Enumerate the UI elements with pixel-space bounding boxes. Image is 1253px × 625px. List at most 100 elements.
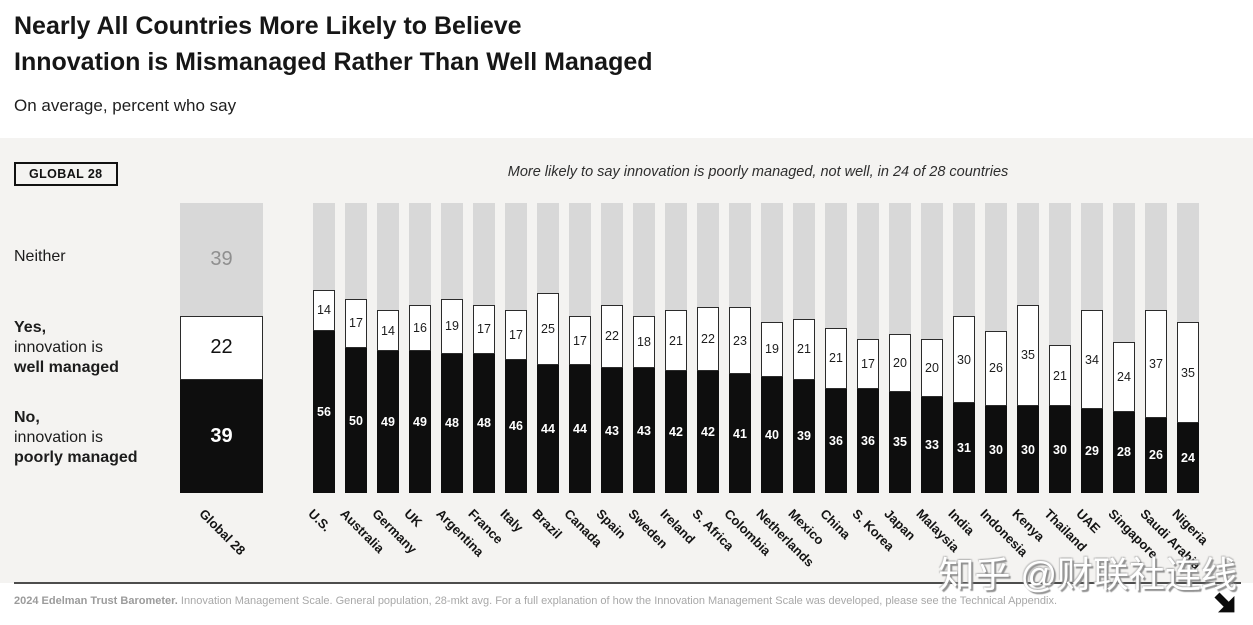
bar-segment-poorly-managed: 36 <box>857 388 879 493</box>
bar-value-label: 30 <box>1021 442 1035 457</box>
legend-yes-line3: well managed <box>14 359 119 376</box>
bar-segment-neither <box>1145 203 1167 311</box>
bar-segment-well-managed: 20 <box>889 333 911 392</box>
bar-segment-poorly-managed: 29 <box>1081 408 1103 493</box>
bar-segment-neither <box>633 203 655 317</box>
bar-value-label: 34 <box>1085 352 1099 367</box>
bar-segment-neither <box>1113 203 1135 343</box>
bar-value-label: 41 <box>733 426 747 441</box>
legend-no-line2: innovation is <box>14 429 103 446</box>
bar-segment-neither <box>441 203 463 299</box>
bar-segment-well-managed: 14 <box>313 290 335 331</box>
bar-segment-neither <box>377 203 399 311</box>
page-title: Nearly All Countries More Likely to Beli… <box>14 8 653 80</box>
bar-value-label: 37 <box>1149 356 1163 371</box>
bar-value-label: 31 <box>957 441 971 456</box>
bar-segment-neither <box>537 203 559 293</box>
axis-label-u-s-: U.S. <box>305 506 334 535</box>
legend-yes-line2: innovation is <box>14 339 103 356</box>
bar-segment-neither <box>569 203 591 317</box>
bar-segment-neither <box>1049 203 1071 346</box>
bar-value-label: 39 <box>210 424 233 447</box>
bar-segment-poorly-managed: 31 <box>953 403 975 493</box>
bar-segment-poorly-managed: 42 <box>697 371 719 493</box>
bar-segment-neither <box>825 203 847 328</box>
bar-segment-well-managed: 30 <box>953 316 975 404</box>
bar-segment-well-managed: 24 <box>1113 342 1135 412</box>
bar-segment-poorly-managed: 43 <box>633 368 655 493</box>
bar-value-label: 24 <box>1181 451 1195 466</box>
bar-segment-poorly-managed: 30 <box>1017 406 1039 493</box>
bar-value-label: 22 <box>605 329 619 344</box>
bar-segment-well-managed: 35 <box>1177 321 1199 424</box>
bar-value-label: 21 <box>1053 368 1067 383</box>
bar-segment-poorly-managed: 49 <box>409 350 431 493</box>
legend-no-line1: No, <box>14 409 40 426</box>
bar-segment-well-managed: 17 <box>505 310 527 360</box>
subtitle: On average, percent who say <box>14 96 237 115</box>
bar-segment-poorly-managed: 50 <box>345 348 367 493</box>
bar-value-label: 40 <box>765 428 779 442</box>
legend-poorly-managed-label: No, innovation is poorly managed <box>14 408 138 468</box>
bar-value-label: 48 <box>477 416 491 431</box>
legend-no-line3: poorly managed <box>14 449 138 466</box>
next-arrow-icon[interactable] <box>1208 586 1242 620</box>
bar-segment-poorly-managed: 42 <box>665 371 687 493</box>
bar-segment-well-managed: 17 <box>345 298 367 348</box>
bar-value-label: 42 <box>669 425 683 440</box>
bar-value-label: 49 <box>413 414 427 429</box>
bar-value-label: 20 <box>893 355 907 370</box>
bar-value-label: 18 <box>637 335 651 350</box>
legend-neither-label: Neither <box>14 248 66 265</box>
bar-value-label: 35 <box>1181 365 1195 380</box>
page-title-line2: Innovation is Mismanaged Rather Than Wel… <box>14 48 653 76</box>
bar-value-label: 33 <box>925 438 939 453</box>
bar-segment-poorly-managed: 44 <box>537 365 559 493</box>
bar-value-label: 20 <box>925 361 939 376</box>
bar-segment-neither <box>889 203 911 334</box>
bar-value-label: 39 <box>797 429 811 444</box>
watermark: 知乎 @财联社连线 <box>938 554 1237 595</box>
bar-value-label: 30 <box>957 352 971 367</box>
bar-value-label: 14 <box>381 323 395 338</box>
bar-value-label: 24 <box>1117 369 1131 384</box>
bar-value-label: 25 <box>541 322 555 337</box>
bar-value-label: 17 <box>573 333 587 348</box>
bar-value-label: 17 <box>477 322 491 337</box>
bar-value-label: 44 <box>573 422 587 437</box>
bar-segment-poorly-managed: 30 <box>985 406 1007 493</box>
bar-segment-poorly-managed: 49 <box>377 350 399 493</box>
bar-segment-poorly-managed: 48 <box>473 353 495 493</box>
bar-segment-neither <box>409 203 431 305</box>
axis-label-italy: Italy <box>497 506 527 536</box>
bar-segment-well-managed: 21 <box>665 310 687 372</box>
bar-segment-neither <box>505 203 527 311</box>
bar-value-label: 19 <box>445 319 459 334</box>
bar-segment-well-managed: 17 <box>857 339 879 389</box>
bar-value-label: 35 <box>1021 348 1035 363</box>
bar-value-label: 26 <box>989 361 1003 376</box>
bar-segment-neither <box>953 203 975 317</box>
footer-source: 2024 Edelman Trust Barometer. Innovation… <box>14 595 1114 607</box>
axis-label-global-28: Global 28 <box>196 506 249 558</box>
bar-value-label: 29 <box>1085 443 1099 458</box>
bar-segment-poorly-managed: 35 <box>889 391 911 493</box>
bar-value-label: 22 <box>210 336 233 359</box>
bar-segment-well-managed: 23 <box>729 307 751 375</box>
footer-source-bold: 2024 Edelman Trust Barometer. <box>14 595 178 607</box>
bar-value-label: 22 <box>701 332 715 347</box>
bar-value-label: 30 <box>1053 442 1067 457</box>
bar-segment-well-managed: 34 <box>1081 310 1103 409</box>
bar-segment-well-managed: 19 <box>441 298 463 354</box>
bar-segment-well-managed: 17 <box>569 316 591 366</box>
bar-segment-neither <box>1017 203 1039 305</box>
bar-segment-well-managed: 22 <box>697 307 719 372</box>
bar-value-label: 39 <box>210 248 233 271</box>
bar-segment-well-managed: 19 <box>761 321 783 377</box>
footer-source-rest: Innovation Management Scale. General pop… <box>177 595 1057 607</box>
bar-segment-neither <box>921 203 943 340</box>
bar-value-label: 36 <box>829 433 843 448</box>
bar-value-label: 19 <box>765 342 779 357</box>
bar-segment-well-managed: 22 <box>180 316 263 380</box>
bar-value-label: 44 <box>541 422 555 437</box>
